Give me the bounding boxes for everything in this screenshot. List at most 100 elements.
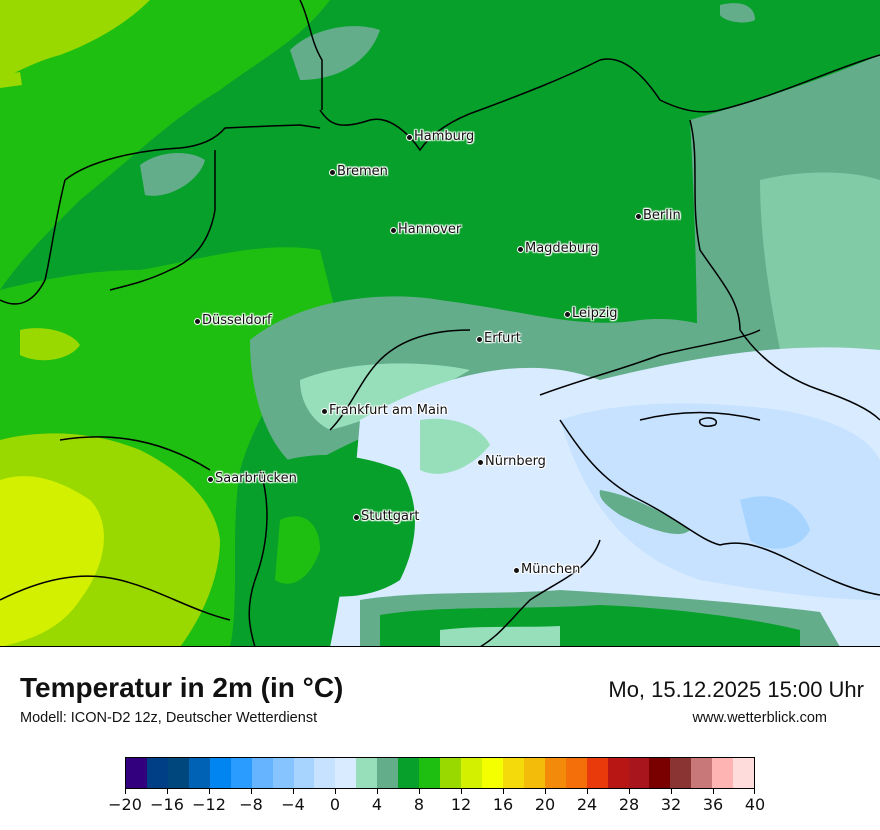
colorbar-tick-label: 12 xyxy=(450,795,472,814)
colorbar-ticks: −20 −16 −12 −8 −4 0 4 8 12 16 20 24 28 32 36 40 xyxy=(108,789,765,819)
model-subtitle: Modell: ICON-D2 12z, Deutscher Wetterdie… xyxy=(20,710,318,726)
colorbar-tick xyxy=(587,789,588,794)
city-name: Frankfurt am Main xyxy=(329,403,448,418)
colorbar-bin xyxy=(607,758,629,788)
colorbar-tick-label: 24 xyxy=(576,795,598,814)
colorbar-bin xyxy=(314,758,336,788)
colorbar-bin xyxy=(419,758,441,788)
colorbar-bin xyxy=(251,758,273,788)
colorbar-tick-label: −8 xyxy=(239,795,263,814)
map-title: Temperatur in 2m (in °C) xyxy=(20,672,344,703)
city-name: Saarbrücken xyxy=(215,471,297,486)
city-label: Stuttgart xyxy=(353,510,419,524)
colorbar-tick xyxy=(461,789,462,794)
colorbar-bin xyxy=(481,758,503,788)
colorbar-tick-label: 0 xyxy=(329,795,341,814)
city-label: Hannover xyxy=(390,223,461,237)
colorbar-bin xyxy=(649,758,671,788)
city-marker-icon xyxy=(321,408,328,415)
city-marker-icon xyxy=(194,318,201,325)
city-name: Magdeburg xyxy=(525,241,599,256)
colorbar-bin xyxy=(628,758,650,788)
city-name: Nürnberg xyxy=(485,454,546,469)
city-label: Erfurt xyxy=(476,332,521,346)
colorbar-bin xyxy=(670,758,692,788)
city-label: Leipzig xyxy=(564,307,618,321)
city-label: Berlin xyxy=(635,209,681,223)
city-label: Magdeburg xyxy=(517,242,599,256)
colorbar-tick-label: 32 xyxy=(660,795,682,814)
colorbar-bin xyxy=(293,758,315,788)
colorbar-bin xyxy=(712,758,734,788)
city-marker-icon xyxy=(406,134,413,141)
colorbar-tick xyxy=(125,789,126,794)
colorbar-bin xyxy=(167,758,189,788)
city-marker-icon xyxy=(513,567,520,574)
colorbar-tick xyxy=(545,789,546,794)
city-label: Hamburg xyxy=(406,130,474,144)
temperature-colorbar xyxy=(125,757,755,789)
city-label: Bremen xyxy=(329,165,388,179)
colorbar-bin xyxy=(544,758,566,788)
colorbar-bin xyxy=(565,758,587,788)
colorbar-bin xyxy=(146,758,168,788)
colorbar-tick-label: 36 xyxy=(702,795,724,814)
colorbar-tick-label: 4 xyxy=(371,795,383,814)
colorbar-bin xyxy=(209,758,231,788)
city-marker-icon xyxy=(564,311,571,318)
colorbar-bin xyxy=(691,758,713,788)
colorbar-tick-label: 20 xyxy=(534,795,556,814)
city-marker-icon xyxy=(329,169,336,176)
valid-datetime: Mo, 15.12.2025 15:00 Uhr xyxy=(608,677,864,702)
city-label: Nürnberg xyxy=(477,455,546,469)
city-marker-icon xyxy=(390,227,397,234)
city-name: Hamburg xyxy=(414,129,475,144)
colorbar-bin xyxy=(377,758,399,788)
colorbar-tick xyxy=(209,789,210,794)
city-label: Frankfurt am Main xyxy=(321,404,448,418)
website-link[interactable]: www.wetterblick.com xyxy=(692,710,827,726)
city-name: Düsseldorf xyxy=(202,313,272,328)
colorbar-bin xyxy=(461,758,482,788)
city-label: Saarbrücken xyxy=(207,472,297,486)
colorbar-tick-label: 28 xyxy=(618,795,640,814)
city-name: Erfurt xyxy=(484,331,521,346)
colorbar-tick xyxy=(335,789,336,794)
colorbar-bin xyxy=(230,758,252,788)
colorbar-tick xyxy=(377,789,378,794)
colorbar-tick-label: 8 xyxy=(413,795,425,814)
city-marker-icon xyxy=(635,213,642,220)
colorbar-tick-label: −12 xyxy=(192,795,226,814)
colorbar-tick xyxy=(629,789,630,794)
city-marker-icon xyxy=(477,459,484,466)
colorbar-bin xyxy=(586,758,608,788)
city-marker-icon xyxy=(207,476,214,483)
city-name: Leipzig xyxy=(572,306,618,321)
city-name: Hannover xyxy=(398,222,462,237)
colorbar-bin xyxy=(398,758,420,788)
colorbar-bin xyxy=(272,758,294,788)
colorbar-tick xyxy=(293,789,294,794)
city-marker-icon xyxy=(353,514,360,521)
colorbar-bin xyxy=(335,758,357,788)
colorbar-tick-label: −20 xyxy=(108,795,142,814)
city-name: München xyxy=(521,562,581,577)
colorbar-tick xyxy=(754,789,755,794)
city-marker-icon xyxy=(476,336,483,343)
city-name: Bremen xyxy=(337,164,388,179)
colorbar-tick-label: 16 xyxy=(492,795,514,814)
temperature-field xyxy=(0,0,880,646)
city-name: Berlin xyxy=(643,208,681,223)
colorbar-bin xyxy=(356,758,378,788)
colorbar-bin xyxy=(126,758,147,788)
colorbar-bin xyxy=(188,758,210,788)
colorbar-bin xyxy=(733,758,755,788)
colorbar-tick-label: −16 xyxy=(150,795,184,814)
colorbar-tick-label: −4 xyxy=(281,795,305,814)
colorbar-tick-label: 40 xyxy=(744,795,766,814)
colorbar-tick xyxy=(671,789,672,794)
colorbar-tick xyxy=(251,789,252,794)
city-label: Düsseldorf xyxy=(194,314,272,328)
temperature-map: Hamburg Bremen Berlin Hannover Magdeburg Düss… xyxy=(0,0,880,647)
city-name: Stuttgart xyxy=(361,509,420,524)
